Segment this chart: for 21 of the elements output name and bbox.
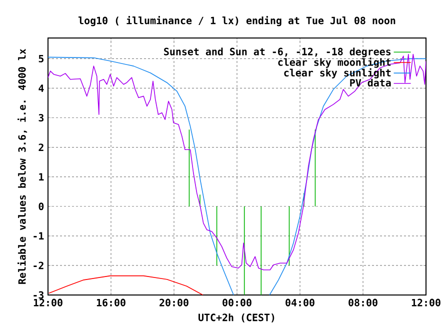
x-tick-label: 08:00 xyxy=(348,298,378,306)
y-tick-label: -2 xyxy=(34,262,44,270)
chart-title: log10 ( illuminance / 1 lx) ending at Tue Jul 08 noon xyxy=(78,16,396,26)
x-axis-title: UTC+2h (CEST) xyxy=(198,314,274,322)
x-tick-label: 16:00 xyxy=(96,298,126,306)
y-tick-label: 4 xyxy=(38,84,44,92)
x-tick-label: 12:00 xyxy=(34,298,62,306)
y-tick-label: -1 xyxy=(34,232,44,240)
y-tick-label: 1 xyxy=(39,173,44,180)
x-tick-label: 20:00 xyxy=(160,298,188,306)
y-tick-label: 3 xyxy=(38,114,44,122)
x-tick-label: 04:00 xyxy=(286,298,314,306)
x-tick-label: 00:00 xyxy=(222,298,252,306)
y-tick-label: 5 xyxy=(38,54,44,62)
legend-label: Sunset and Sun at -6, -12, -18 degrees xyxy=(164,48,391,58)
x-tick-label: 12:00 xyxy=(412,298,440,306)
y-axis-title: Reliable values below 3.6, i.e. 4000 lx xyxy=(18,48,28,284)
y-tick-label: 0 xyxy=(38,202,44,210)
legend-label: PV data xyxy=(350,78,391,87)
y-tick-label: -3 xyxy=(34,291,44,299)
y-tick-label: 2 xyxy=(38,144,44,151)
